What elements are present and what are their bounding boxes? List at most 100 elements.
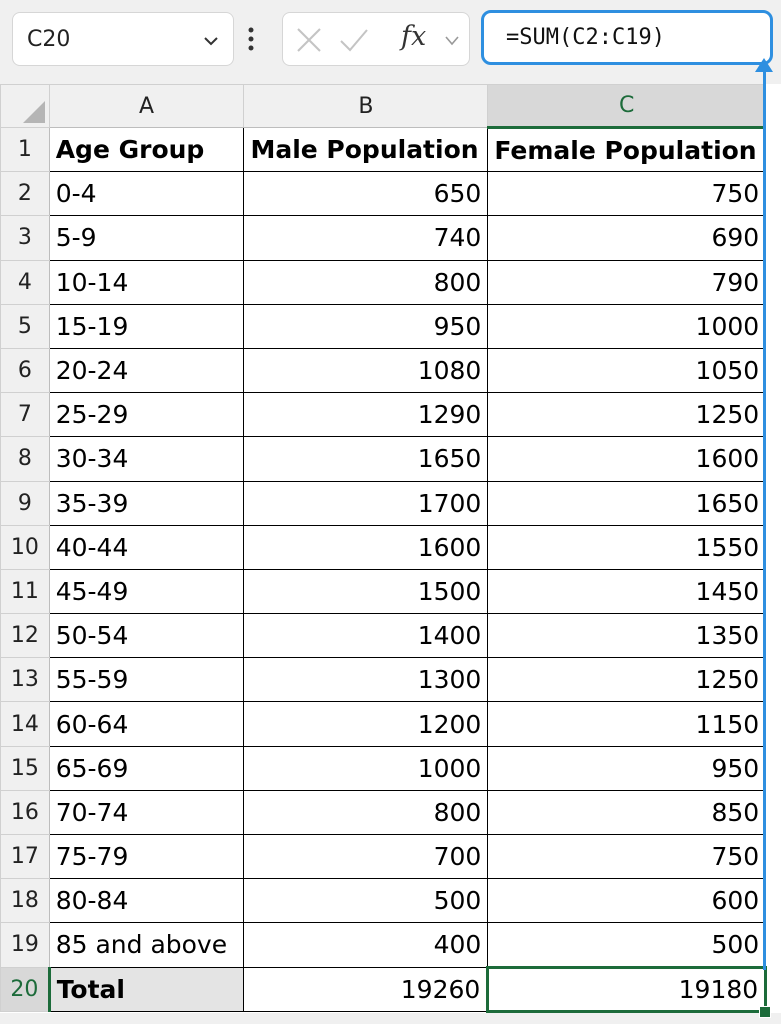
row-header[interactable]: 13 bbox=[0, 657, 50, 703]
male-population-cell[interactable]: 400 bbox=[243, 922, 489, 968]
cell-b1[interactable]: Male Population bbox=[243, 126, 489, 173]
table-row: 10 40-44 1600 1550 bbox=[0, 524, 781, 570]
row-header[interactable]: 19 bbox=[0, 922, 50, 968]
female-population-cell[interactable]: 790 bbox=[487, 259, 767, 305]
age-group-cell[interactable]: 0-4 bbox=[48, 171, 245, 217]
cell-a20[interactable]: Total bbox=[48, 966, 245, 1012]
select-all-corner[interactable] bbox=[0, 84, 50, 128]
male-population-cell[interactable]: 1650 bbox=[243, 436, 489, 482]
formula-input[interactable]: =SUM(C2:C19) bbox=[481, 10, 773, 65]
more-options-icon[interactable] bbox=[247, 24, 255, 54]
row-header[interactable]: 8 bbox=[0, 436, 50, 482]
row-header[interactable]: 12 bbox=[0, 613, 50, 659]
male-population-cell[interactable]: 800 bbox=[243, 259, 489, 305]
insert-function-button[interactable]: fx bbox=[401, 21, 427, 52]
male-population-cell[interactable]: 1500 bbox=[243, 568, 489, 615]
age-group-cell[interactable]: 65-69 bbox=[48, 745, 245, 791]
male-population-cell[interactable]: 650 bbox=[243, 171, 489, 217]
age-group-cell[interactable]: 60-64 bbox=[48, 701, 245, 747]
female-population-cell[interactable]: 1250 bbox=[487, 657, 767, 703]
row-header[interactable]: 4 bbox=[0, 259, 50, 305]
male-population-cell[interactable]: 1080 bbox=[243, 347, 489, 394]
age-group-cell[interactable]: 70-74 bbox=[48, 789, 245, 836]
row-header[interactable]: 17 bbox=[0, 833, 50, 880]
age-group-cell[interactable]: 10-14 bbox=[48, 259, 245, 305]
row-header[interactable]: 1 bbox=[0, 126, 50, 173]
row-header[interactable]: 15 bbox=[0, 745, 50, 791]
enter-checkmark-icon[interactable] bbox=[339, 26, 369, 54]
female-population-cell[interactable]: 850 bbox=[487, 789, 767, 836]
row-header[interactable]: 20 bbox=[0, 966, 51, 1012]
female-population-cell[interactable]: 1600 bbox=[487, 436, 767, 482]
female-population-cell[interactable]: 500 bbox=[487, 922, 767, 968]
age-group-cell[interactable]: 35-39 bbox=[48, 480, 245, 526]
male-population-cell[interactable]: 500 bbox=[243, 878, 489, 924]
male-population-cell[interactable]: 800 bbox=[243, 789, 489, 836]
male-population-cell[interactable]: 1600 bbox=[243, 524, 489, 570]
age-group-cell[interactable]: 15-19 bbox=[48, 303, 245, 349]
row-header[interactable]: 5 bbox=[0, 303, 50, 349]
age-group-cell[interactable]: 40-44 bbox=[48, 524, 245, 570]
female-population-cell[interactable]: 1150 bbox=[487, 701, 767, 747]
row-header[interactable]: 16 bbox=[0, 789, 50, 836]
column-header-c[interactable]: C bbox=[487, 84, 767, 129]
age-group-cell[interactable]: 85 and above bbox=[48, 922, 245, 968]
age-group-cell[interactable]: 55-59 bbox=[48, 657, 245, 703]
male-population-cell[interactable]: 1200 bbox=[243, 701, 489, 747]
row-header[interactable]: 3 bbox=[0, 215, 50, 261]
table-row: 9 35-39 1700 1650 bbox=[0, 480, 781, 526]
column-header-b[interactable]: B bbox=[243, 84, 489, 128]
female-population-cell[interactable]: 1550 bbox=[487, 524, 767, 570]
column-header-a[interactable]: A bbox=[48, 84, 245, 128]
cell-b20[interactable]: 19260 bbox=[243, 966, 489, 1012]
male-population-cell[interactable]: 1300 bbox=[243, 657, 489, 703]
age-group-cell[interactable]: 80-84 bbox=[48, 878, 245, 924]
age-group-cell[interactable]: 50-54 bbox=[48, 613, 245, 659]
chevron-down-icon[interactable] bbox=[443, 33, 461, 49]
fill-handle[interactable] bbox=[759, 1006, 771, 1018]
cancel-icon[interactable] bbox=[295, 26, 323, 54]
age-group-cell[interactable]: 30-34 bbox=[48, 436, 245, 482]
reference-arrow-line bbox=[763, 66, 766, 970]
male-population-cell[interactable]: 1000 bbox=[243, 745, 489, 791]
female-population-cell[interactable]: 1350 bbox=[487, 613, 767, 659]
male-population-cell[interactable]: 700 bbox=[243, 833, 489, 880]
row-header[interactable]: 14 bbox=[0, 701, 50, 747]
row-header[interactable]: 9 bbox=[0, 480, 50, 526]
age-group-cell[interactable]: 20-24 bbox=[48, 347, 245, 394]
row-header[interactable]: 2 bbox=[0, 171, 50, 217]
row-header[interactable]: 18 bbox=[0, 878, 50, 924]
cell-c20-selected[interactable]: 19180 bbox=[486, 965, 768, 1013]
male-population-cell[interactable]: 1700 bbox=[243, 480, 489, 526]
row-header[interactable]: 6 bbox=[0, 347, 50, 394]
male-population-cell[interactable]: 740 bbox=[243, 215, 489, 261]
female-population-cell[interactable]: 1650 bbox=[487, 480, 767, 526]
table-row: 17 75-79 700 750 bbox=[0, 833, 781, 880]
male-population-cell[interactable]: 950 bbox=[243, 303, 489, 349]
row-header[interactable]: 11 bbox=[0, 568, 50, 615]
female-population-cell[interactable]: 950 bbox=[487, 745, 767, 791]
table-row: 7 25-29 1290 1250 bbox=[0, 392, 781, 438]
female-population-cell[interactable]: 600 bbox=[487, 878, 767, 924]
age-group-cell[interactable]: 75-79 bbox=[48, 833, 245, 880]
name-box[interactable]: C20 bbox=[12, 12, 234, 66]
row-header[interactable]: 10 bbox=[0, 524, 50, 570]
cell-c1[interactable]: Female Population bbox=[487, 126, 767, 173]
cell-a1[interactable]: Age Group bbox=[48, 126, 245, 173]
female-population-cell[interactable]: 750 bbox=[487, 833, 767, 880]
chevron-down-icon[interactable] bbox=[201, 31, 221, 51]
male-population-cell[interactable]: 1400 bbox=[243, 613, 489, 659]
table-row: 6 20-24 1080 1050 bbox=[0, 347, 781, 394]
female-population-cell[interactable]: 1450 bbox=[487, 568, 767, 615]
age-group-cell[interactable]: 5-9 bbox=[48, 215, 245, 261]
age-group-cell[interactable]: 45-49 bbox=[48, 568, 245, 615]
row-header[interactable]: 7 bbox=[0, 392, 50, 438]
female-population-cell[interactable]: 1050 bbox=[487, 347, 767, 394]
female-population-cell[interactable]: 690 bbox=[487, 215, 767, 261]
formula-bar-area: C20 fx =SUM(C2:C19) bbox=[0, 0, 781, 84]
female-population-cell[interactable]: 1250 bbox=[487, 392, 767, 438]
female-population-cell[interactable]: 1000 bbox=[487, 303, 767, 349]
female-population-cell[interactable]: 750 bbox=[487, 171, 767, 217]
age-group-cell[interactable]: 25-29 bbox=[48, 392, 245, 438]
male-population-cell[interactable]: 1290 bbox=[243, 392, 489, 438]
